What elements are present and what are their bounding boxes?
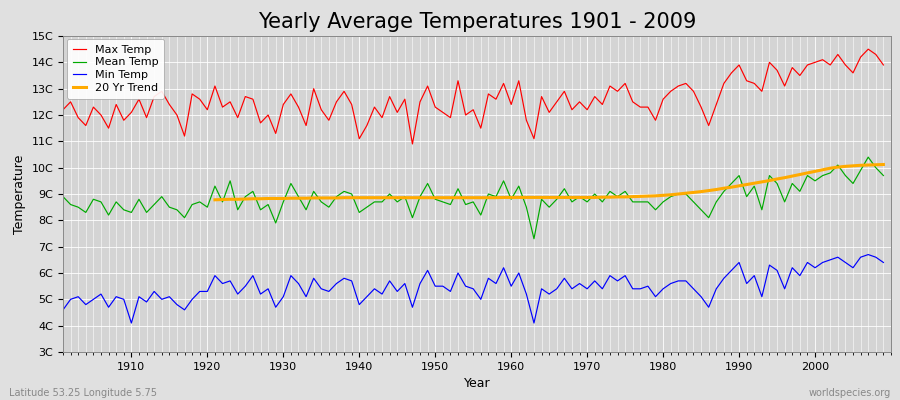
20 Yr Trend: [278, 196, 289, 201]
Mean Temp: [878, 173, 889, 178]
20 Yr Trend: [346, 195, 357, 200]
Mean Temp: [506, 197, 517, 202]
Mean Temp: [119, 207, 130, 212]
Min Temp: [293, 281, 304, 286]
Mean Temp: [528, 236, 539, 241]
Max Temp: [58, 107, 68, 112]
Max Temp: [407, 142, 418, 146]
Max Temp: [863, 47, 874, 52]
Text: Latitude 53.25 Longitude 5.75: Latitude 53.25 Longitude 5.75: [9, 388, 157, 398]
Line: Min Temp: Min Temp: [63, 254, 884, 323]
Line: Max Temp: Max Temp: [63, 49, 884, 144]
20 Yr Trend: [468, 195, 479, 200]
X-axis label: Year: Year: [464, 377, 490, 390]
Mean Temp: [331, 194, 342, 199]
Min Temp: [119, 297, 130, 302]
Max Temp: [513, 78, 524, 83]
Min Temp: [513, 270, 524, 275]
Line: 20 Yr Trend: 20 Yr Trend: [215, 164, 884, 200]
20 Yr Trend: [802, 170, 813, 175]
20 Yr Trend: [878, 162, 889, 167]
Title: Yearly Average Temperatures 1901 - 2009: Yearly Average Temperatures 1901 - 2009: [257, 12, 697, 32]
Max Temp: [119, 118, 130, 123]
Mean Temp: [605, 189, 616, 194]
20 Yr Trend: [293, 196, 304, 201]
Mean Temp: [58, 194, 68, 199]
Min Temp: [338, 276, 349, 281]
Mean Temp: [499, 178, 509, 183]
Min Temp: [58, 308, 68, 312]
Mean Temp: [285, 181, 296, 186]
Line: Mean Temp: Mean Temp: [63, 157, 884, 239]
20 Yr Trend: [552, 195, 562, 200]
Max Temp: [285, 92, 296, 96]
20 Yr Trend: [210, 197, 220, 202]
Text: worldspecies.org: worldspecies.org: [809, 388, 891, 398]
Min Temp: [126, 321, 137, 326]
Max Temp: [878, 62, 889, 67]
Min Temp: [878, 260, 889, 265]
Min Temp: [506, 284, 517, 288]
Min Temp: [605, 273, 616, 278]
Max Temp: [605, 84, 616, 88]
Min Temp: [863, 252, 874, 257]
Mean Temp: [863, 155, 874, 160]
Legend: Max Temp, Mean Temp, Min Temp, 20 Yr Trend: Max Temp, Mean Temp, Min Temp, 20 Yr Tre…: [68, 39, 164, 99]
Y-axis label: Temperature: Temperature: [13, 154, 26, 234]
Max Temp: [331, 100, 342, 104]
Max Temp: [506, 102, 517, 107]
